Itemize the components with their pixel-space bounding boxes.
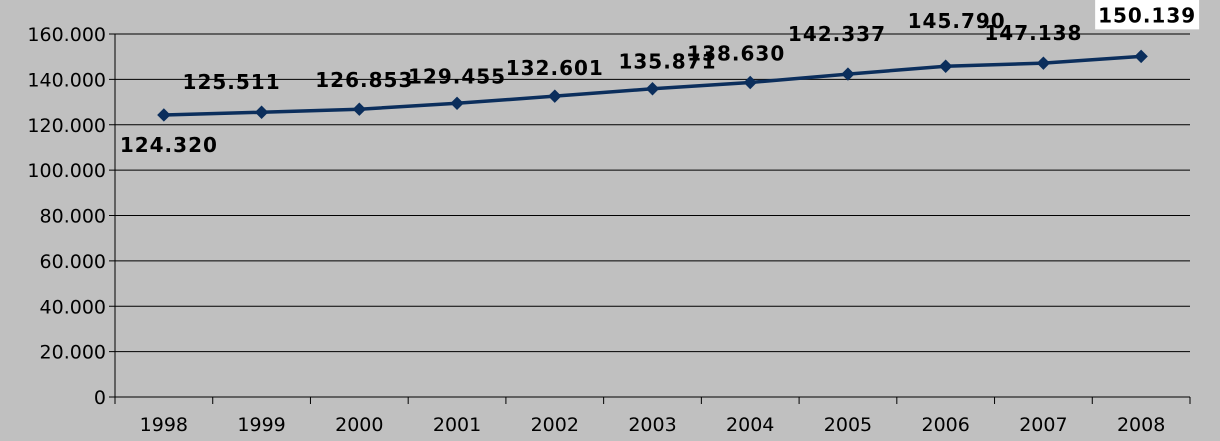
data-point (1036, 56, 1051, 70)
x-tick-label: 2001 (433, 414, 481, 436)
data-label: 135.871 (618, 50, 716, 74)
x-tick-label: 2003 (628, 414, 676, 436)
x-tick-label: 2008 (1117, 414, 1165, 436)
y-tick-label: 20.000 (40, 342, 106, 364)
x-tick-label: 2002 (531, 414, 579, 436)
data-label: 125.511 (183, 70, 281, 94)
x-tick-label: 1999 (237, 414, 285, 436)
y-tick-label: 120.000 (27, 115, 106, 137)
y-tick-label: 40.000 (40, 296, 106, 318)
x-tick-label: 1998 (140, 414, 188, 436)
data-point (938, 59, 953, 73)
data-label: 126.853 (315, 68, 413, 92)
data-label: 132.601 (506, 56, 604, 80)
data-label: 138.630 (687, 41, 785, 65)
data-label: 142.337 (788, 22, 886, 46)
x-tick-label: 2005 (824, 414, 872, 436)
data-point (743, 75, 757, 90)
y-tick-label: 60.000 (40, 251, 106, 273)
data-point (157, 108, 171, 122)
data-label-highlight-box (1095, 0, 1200, 30)
y-tick-label: 140.000 (27, 69, 106, 91)
x-tick-label: 2000 (335, 414, 383, 436)
y-tick-label: 80.000 (40, 206, 106, 228)
data-point (450, 96, 464, 111)
data-point (645, 82, 660, 96)
data-label: 129.455 (408, 64, 506, 88)
data-label: 147.138 (984, 21, 1082, 45)
data-point (841, 67, 855, 81)
data-label: 145.790 (908, 9, 1006, 33)
data-point (1134, 49, 1148, 64)
data-point (254, 105, 269, 119)
x-tick-label: 2004 (726, 414, 774, 436)
y-tick-label: 160.000 (27, 24, 106, 46)
data-point (352, 102, 367, 116)
data-point (548, 89, 562, 103)
x-tick-label: 2006 (922, 414, 970, 436)
data-label: 150.139 (1098, 3, 1196, 27)
data-label: 124.320 (120, 133, 218, 157)
x-tick-label: 2007 (1019, 414, 1067, 436)
y-tick-label: 100.000 (27, 160, 106, 182)
y-tick-label: 0 (94, 387, 106, 409)
